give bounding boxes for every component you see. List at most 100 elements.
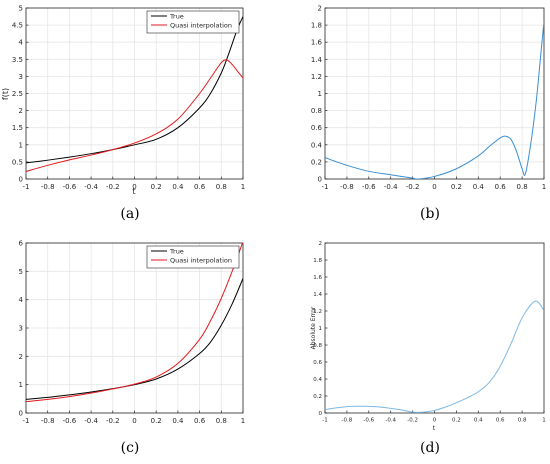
x-tick-label: 0.4 (172, 183, 184, 191)
legend-label: Quasi interpolation (170, 257, 232, 265)
x-tick-label: 0.2 (451, 183, 462, 191)
x-tick-label: -0.4 (84, 183, 98, 191)
y-tick-label: 0 (19, 175, 23, 183)
y-tick-label: 4.5 (12, 22, 23, 30)
y-tick-label: 0 (19, 409, 23, 417)
x-tick-label: 0.2 (151, 417, 162, 425)
x-tick-label: -1 (23, 417, 30, 425)
y-tick-label: 0.6 (313, 360, 322, 366)
x-tick-label: 0 (433, 418, 437, 424)
x-tick-label: -0.8 (41, 417, 55, 425)
x-tick-label: -0.4 (385, 418, 396, 424)
x-tick-label: 0.2 (151, 183, 162, 191)
y-axis-label-a: f(t) (1, 88, 10, 100)
y-tick-label: 1.2 (313, 309, 322, 315)
y-tick-label: 1 (318, 90, 322, 98)
x-tick-label: -0.6 (363, 418, 374, 424)
x-tick-label: 0.4 (474, 418, 483, 424)
y-tick-label: 1 (19, 141, 23, 149)
x-tick-label: -0.2 (407, 418, 418, 424)
y-tick-label: 0 (319, 411, 323, 417)
panel-c: -1 -0.8 -0.6 -0.4 -0.2 0 0.2 0.4 0.6 0.8 1 0 1 2 3 4 5 6 T… (19, 239, 246, 456)
y-tick-label: 1.8 (311, 22, 322, 30)
series-line-d (325, 300, 544, 413)
y-tick-label: 1.2 (311, 73, 322, 81)
x-tick-label: -1 (322, 183, 329, 191)
y-tick-label: 5 (19, 4, 23, 12)
x-tick-label: 0 (132, 183, 136, 191)
x-tick-label: 0.2 (452, 418, 461, 424)
x-tick-label: 0.6 (496, 418, 505, 424)
series-line-true-c (26, 278, 243, 400)
y-tick-label: 1.4 (313, 292, 322, 298)
x-tick-label: -1 (23, 183, 30, 191)
x-axis-label-d: t (433, 424, 436, 432)
y-tick-label: 3.5 (12, 56, 23, 64)
panel-label-b: (b) (420, 206, 440, 222)
x-tick-label: 1 (542, 183, 546, 191)
x-tick-label: -1 (322, 418, 327, 424)
y-tick-label: 2 (318, 4, 322, 12)
x-tick-label: 0.8 (216, 183, 227, 191)
y-tick-label: 1.5 (12, 124, 23, 132)
x-tick-label: 0 (132, 417, 136, 425)
panel-label-d: (d) (420, 440, 440, 456)
x-tick-label: -0.8 (342, 418, 353, 424)
y-tick-label: 1.8 (313, 258, 322, 264)
y-tick-label: 0.6 (311, 124, 323, 132)
y-tick-label: 0.8 (311, 107, 322, 115)
x-tick-label: 0 (432, 183, 436, 191)
y-tick-label: 1 (19, 381, 23, 389)
panel-d: -1 -0.8 -0.6 -0.4 -0.2 0 0.2 0.4 0.6 0.8 1 0 0.2 0.4 0… (310, 241, 546, 456)
series-line-quasi-interpolation-a (26, 59, 243, 172)
y-tick-label: 0.4 (313, 377, 322, 383)
y-tick-label: 2 (19, 353, 23, 361)
y-tick-label: 6 (19, 239, 24, 247)
y-tick-label: 0.2 (311, 158, 322, 166)
y-tick-label: 4 (19, 39, 24, 47)
y-tick-label: 0.2 (313, 394, 322, 400)
x-tick-label: -0.6 (63, 417, 77, 425)
x-tick-label: 0.6 (495, 183, 507, 191)
x-tick-label: -0.2 (106, 183, 120, 191)
x-tick-label: -0.6 (63, 183, 77, 191)
y-tick-label: 2 (19, 107, 23, 115)
y-tick-label: 5 (19, 268, 23, 276)
x-tick-label: 0.4 (473, 183, 485, 191)
x-tick-label: -0.4 (384, 183, 398, 191)
y-tick-label: 3 (19, 73, 23, 81)
x-tick-label: 1 (542, 418, 546, 424)
x-tick-label: 0.4 (172, 417, 184, 425)
x-tick-label: 1 (241, 417, 245, 425)
x-tick-label: 0.8 (518, 418, 527, 424)
x-tick-label: 0.6 (194, 183, 206, 191)
y-tick-label: 1.4 (311, 56, 323, 64)
y-tick-label: 1.6 (311, 39, 323, 47)
y-axis-label-d: Absolute Error (310, 306, 317, 349)
panel-a: -1 -0.8 -0.6 -0.4 -0.2 0 0.2 0.4 0.6 0.8 1 0 0.5 1 1.5… (1, 4, 245, 222)
y-tick-label: 4 (19, 296, 24, 304)
series-line-b (325, 21, 544, 179)
y-tick-label: 0.4 (311, 141, 323, 149)
panel-label-a: (a) (120, 206, 139, 222)
x-tick-label: -0.2 (406, 183, 420, 191)
x-tick-label: -0.8 (340, 183, 354, 191)
x-axis-label-a: t (132, 187, 135, 196)
y-tick-label: 0 (318, 175, 322, 183)
x-tick-label: -0.2 (106, 417, 120, 425)
legend-label: True (169, 248, 184, 256)
legend-label: True (169, 13, 184, 21)
panel-b: -1 -0.8 -0.6 -0.4 -0.2 0 0.2 0.4 0.6 0.8 1 0 0.2 0.4 0… (311, 4, 546, 222)
y-tick-label: 0.5 (12, 158, 23, 166)
x-tick-label: 0.6 (194, 417, 206, 425)
plot-area-d (325, 243, 544, 413)
y-tick-label: 3 (19, 324, 23, 332)
series-line-true-a (26, 16, 243, 164)
x-tick-label: -0.4 (84, 417, 98, 425)
panel-label-c: (c) (121, 440, 140, 456)
y-tick-label: 2 (319, 241, 323, 247)
y-tick-label: 2.5 (12, 90, 23, 98)
